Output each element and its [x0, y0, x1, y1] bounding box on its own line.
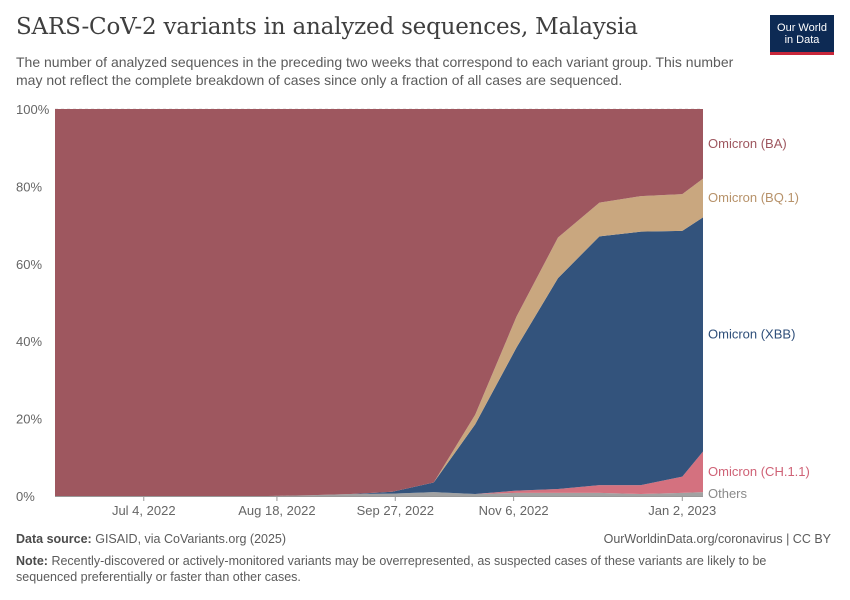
chart-title: SARS-CoV-2 variants in analyzed sequence… — [16, 14, 638, 40]
series-label-omicron-ba: Omicron (BA) — [708, 136, 787, 151]
area-omicron-ba — [55, 109, 703, 496]
source-url[interactable]: OurWorldinData.org/coronavirus | CC BY — [603, 532, 831, 546]
series-label-others: Others — [708, 486, 748, 501]
x-tick-label: Jul 4, 2022 — [112, 503, 176, 518]
area-omicron-bq-1 — [55, 178, 703, 496]
y-tick-label: 60% — [16, 257, 42, 272]
y-tick-label: 20% — [16, 412, 42, 427]
note-label: Note: — [16, 554, 48, 568]
y-tick-label: 40% — [16, 334, 42, 349]
series-label-omicron-bq-1: Omicron (BQ.1) — [708, 190, 799, 205]
area-omicron-ch-1-1 — [55, 451, 703, 496]
logo-line-2: in Data — [784, 33, 820, 46]
x-tick-label: Aug 18, 2022 — [238, 503, 315, 518]
series-label-omicron-ch-1-1: Omicron (CH.1.1) — [708, 464, 810, 479]
logo-line-1: Our World — [777, 21, 827, 34]
chart-note: Note: Recently-discovered or actively-mo… — [16, 553, 816, 585]
data-source: Data source: GISAID, via CoVariants.org … — [16, 532, 286, 546]
area-others — [55, 492, 703, 496]
chart-subtitle: The number of analyzed sequences in the … — [16, 54, 734, 88]
y-tick-label: 80% — [16, 179, 42, 194]
x-tick-label: Jan 2, 2023 — [648, 503, 716, 518]
series-label-omicron-xbb: Omicron (XBB) — [708, 326, 795, 341]
y-tick-label: 100% — [16, 102, 50, 117]
data-source-text: GISAID, via CoVariants.org (2025) — [95, 532, 287, 546]
owid-logo[interactable]: Our World in Data — [770, 15, 834, 55]
note-text: Recently-discovered or actively-monitore… — [16, 554, 767, 584]
y-tick-label: 0% — [16, 489, 35, 504]
x-tick-label: Sep 27, 2022 — [357, 503, 434, 518]
area-omicron-xbb — [55, 217, 703, 497]
x-tick-label: Nov 6, 2022 — [479, 503, 549, 518]
data-source-label: Data source: — [16, 532, 92, 546]
